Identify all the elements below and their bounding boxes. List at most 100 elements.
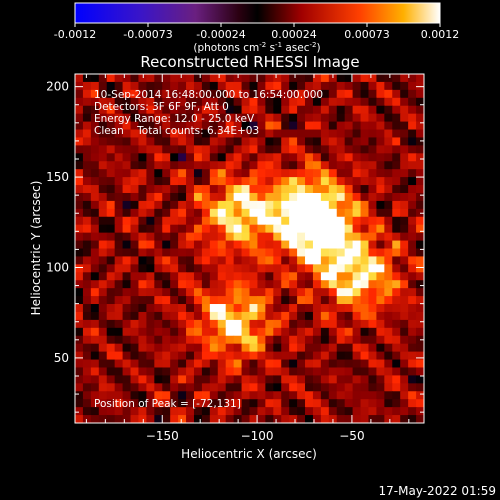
heatmap-cell (305, 375, 314, 384)
heatmap-cell (249, 383, 259, 392)
heatmap-cell (408, 272, 417, 281)
heatmap-cell (249, 192, 259, 202)
heatmap-cell (241, 97, 251, 107)
heatmap-cell (312, 161, 322, 170)
heatmap-cell (201, 359, 211, 369)
heatmap-cell (305, 311, 314, 321)
heatmap-cell (225, 185, 235, 194)
heatmap-cell (90, 224, 100, 234)
heatmap-cell (82, 319, 92, 329)
heatmap-cell (138, 415, 147, 423)
heatmap-cell (209, 81, 219, 91)
heatmap-cell (114, 359, 124, 369)
heatmap-cell (368, 272, 378, 281)
heatmap-cell (392, 248, 401, 258)
heatmap-cell (186, 97, 195, 107)
heatmap-cell (312, 375, 322, 384)
heatmap-cell (392, 89, 401, 99)
heatmap-cell (193, 296, 203, 305)
heatmap-cell (281, 367, 290, 377)
heatmap-cell (305, 359, 314, 369)
heatmap-cell (146, 319, 155, 329)
heatmap-cell (305, 367, 314, 377)
heatmap-cell (352, 327, 362, 337)
heatmap-cell (257, 153, 266, 162)
heatmap-cell (360, 288, 370, 297)
heatmap-cell (281, 415, 290, 423)
heatmap-cell (344, 200, 354, 210)
heatmap-cell (305, 89, 314, 99)
heatmap-cell (273, 169, 282, 178)
heatmap-cell (328, 97, 338, 107)
heatmap-cell (281, 407, 290, 416)
heatmap-cell (336, 288, 346, 297)
heatmap-cell (344, 288, 354, 297)
heatmap-cell (289, 280, 298, 289)
heatmap-cell (106, 288, 116, 297)
heatmap-cell (384, 161, 393, 170)
heatmap-cell (217, 153, 227, 162)
heatmap-cell (90, 375, 100, 384)
heatmap-cell (368, 161, 378, 170)
heatmap-cell (368, 177, 378, 186)
heatmap-cell (320, 169, 330, 178)
heatmap-cell (170, 383, 179, 392)
heatmap-cell (75, 375, 84, 384)
heatmap-cell (233, 280, 243, 289)
heatmap-cell (122, 304, 132, 313)
heatmap-cell (114, 383, 124, 392)
heatmap-cell (400, 185, 409, 194)
heatmap-cell (249, 121, 259, 131)
heatmap-cell (400, 137, 409, 146)
heatmap-cell (178, 415, 187, 423)
heatmap-cell (162, 407, 171, 416)
heatmap-cell (209, 89, 219, 99)
heatmap-cell (114, 216, 124, 226)
heatmap-cell (178, 208, 187, 218)
heatmap-cell (400, 97, 409, 107)
heatmap-cell (90, 105, 100, 115)
heatmap-cell (154, 256, 163, 265)
heatmap-cell (217, 121, 227, 131)
heatmap-cell (225, 272, 235, 281)
heatmap-cell (98, 137, 108, 146)
heatmap-cell (360, 185, 370, 194)
heatmap-cell (416, 121, 424, 131)
heatmap-cell (265, 319, 274, 329)
heatmap-cell (90, 129, 100, 139)
heatmap-cell (320, 415, 330, 423)
heatmap-cell (209, 129, 219, 139)
heatmap-cell (217, 311, 227, 321)
heatmap-cell (352, 137, 362, 146)
heatmap-cell (241, 399, 251, 408)
heatmap-cell (201, 224, 211, 234)
heatmap-cell (193, 129, 203, 139)
heatmap-cell (186, 105, 195, 115)
heatmap-cell (90, 304, 100, 313)
heatmap-cell (249, 327, 259, 337)
heatmap-cell (225, 177, 235, 186)
heatmap-cell (130, 161, 140, 170)
heatmap-cell (352, 240, 362, 250)
heatmap-cell (257, 74, 266, 83)
heatmap-cell (209, 105, 219, 115)
heatmap-cell (360, 97, 370, 107)
heatmap-cell (384, 359, 393, 369)
heatmap-cell (320, 383, 330, 392)
heatmap-cell (408, 327, 417, 337)
heatmap-cell (376, 359, 385, 369)
heatmap-cell (368, 105, 378, 115)
heatmap-cell (138, 192, 147, 202)
heatmap-cell (384, 177, 393, 186)
heatmap-cell (217, 240, 227, 250)
heatmap-cell (193, 359, 203, 369)
heatmap-cell (408, 89, 417, 99)
heatmap-cell (170, 343, 179, 353)
heatmap-cell (98, 129, 108, 139)
heatmap-cell (360, 351, 370, 361)
heatmap-cell (408, 137, 417, 146)
heatmap-cell (320, 185, 330, 194)
heatmap-cell (408, 74, 417, 83)
heatmap-cell (98, 192, 108, 202)
heatmap-cell (273, 335, 282, 345)
